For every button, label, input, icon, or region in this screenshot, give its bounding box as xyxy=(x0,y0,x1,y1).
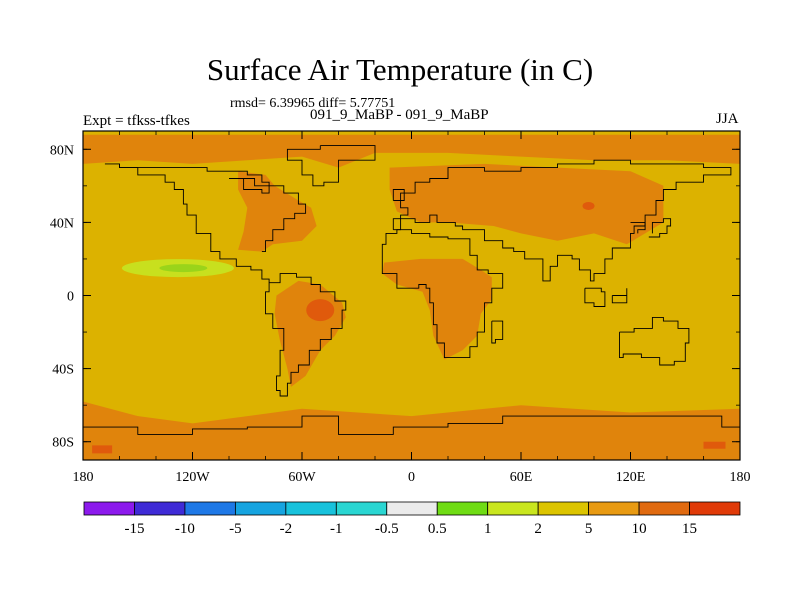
colorbar-box-11 xyxy=(638,501,690,516)
field-region-6 xyxy=(83,401,138,420)
coastline-11 xyxy=(584,287,606,307)
colorbar-box-3 xyxy=(234,501,287,516)
colorbar-box-4 xyxy=(285,501,337,516)
y-tick-label-2: 0 xyxy=(67,290,74,305)
colorbar-box-7 xyxy=(436,501,489,516)
coastline-0 xyxy=(104,163,347,397)
x-tick-label-6: 180 xyxy=(730,470,751,485)
coastline-6 xyxy=(491,320,504,344)
colorbar-box-6 xyxy=(386,501,438,516)
coastline-9 xyxy=(392,189,405,201)
coastline-3 xyxy=(286,145,376,187)
x-tick-label-2: 60W xyxy=(288,470,316,485)
coastline-4 xyxy=(392,159,732,282)
y-tick-label-1: 40N xyxy=(50,216,74,231)
colorbar-label-1: -10 xyxy=(175,521,195,537)
colorbar-box-9 xyxy=(537,501,590,516)
colorbar-box-2 xyxy=(184,501,236,516)
coastline-2 xyxy=(229,178,270,194)
coastline-13 xyxy=(630,221,646,234)
coastline-10 xyxy=(648,218,672,238)
coastline-12 xyxy=(611,288,628,304)
colorbar-label-5: -0.5 xyxy=(375,521,399,537)
stats-label: rmsd= 6.39965 diff= 5.77751 xyxy=(230,96,396,111)
colorbar-box-10 xyxy=(588,501,640,516)
colorbar: -15 -10 -5 -2 -1 -0.5 0.5 1 2 5 10 15 xyxy=(83,501,741,537)
colorbar-box-0 xyxy=(83,501,135,516)
colorbar-label-4: -1 xyxy=(330,521,343,537)
axes: 180 120W 60W 0 60E 120E 180 80N 40N 0 40S 80S xyxy=(50,131,751,485)
colorbar-label-3: -2 xyxy=(280,521,293,537)
x-tick-label-1: 120W xyxy=(175,470,210,485)
coastline-5 xyxy=(381,229,504,359)
x-tick-label-3: 0 xyxy=(408,470,415,485)
colorbar-label-6: 0.5 xyxy=(428,521,447,537)
colorbar-label-11: 15 xyxy=(682,521,697,537)
coastlines xyxy=(83,145,740,435)
x-tick-label-4: 60E xyxy=(510,470,533,485)
colorbar-label-0: -15 xyxy=(124,521,144,537)
colorbar-box-8 xyxy=(487,501,539,516)
field-patch-antarctic-2 xyxy=(703,441,726,449)
colorbar-label-10: 10 xyxy=(632,521,647,537)
colorbar-label-7: 1 xyxy=(484,521,492,537)
coastline-1 xyxy=(119,163,307,253)
y-tick-label-4: 80S xyxy=(52,436,74,451)
field-region-1 xyxy=(238,171,317,252)
field-region-0 xyxy=(83,134,740,168)
y-tick-label-0: 80N xyxy=(50,143,74,158)
field-region-4 xyxy=(382,258,492,360)
field-patch-eurasia xyxy=(582,201,595,210)
coastline-7 xyxy=(619,316,690,366)
coastline-8 xyxy=(83,415,740,435)
y-tick-label-3: 40S xyxy=(52,363,74,378)
colorbar-label-8: 2 xyxy=(534,521,542,537)
x-tick-label-5: 120E xyxy=(616,470,646,485)
chart-title: Surface Air Temperature (in C) xyxy=(206,52,594,87)
colorbar-box-5 xyxy=(335,501,388,516)
field-patch-pacific-core xyxy=(159,264,208,273)
experiment-subtitle: 091_9_MaBP - 091_9_MaBP xyxy=(310,107,489,123)
colorbar-label-9: 5 xyxy=(585,521,593,537)
x-tick-label-0: 180 xyxy=(73,470,94,485)
field-region-5 xyxy=(83,405,740,460)
field-patch-south-america xyxy=(306,299,335,322)
field-patch-antarctic-1 xyxy=(92,445,113,454)
season-label: JJA xyxy=(716,111,739,127)
colorbar-box-1 xyxy=(134,501,186,516)
colorbar-label-2: -5 xyxy=(229,521,242,537)
experiment-label: Expt = tfkss-tfkes xyxy=(83,113,190,129)
colorbar-box-12 xyxy=(689,501,741,516)
temperature-field xyxy=(83,131,740,460)
field-region-2 xyxy=(389,163,664,245)
